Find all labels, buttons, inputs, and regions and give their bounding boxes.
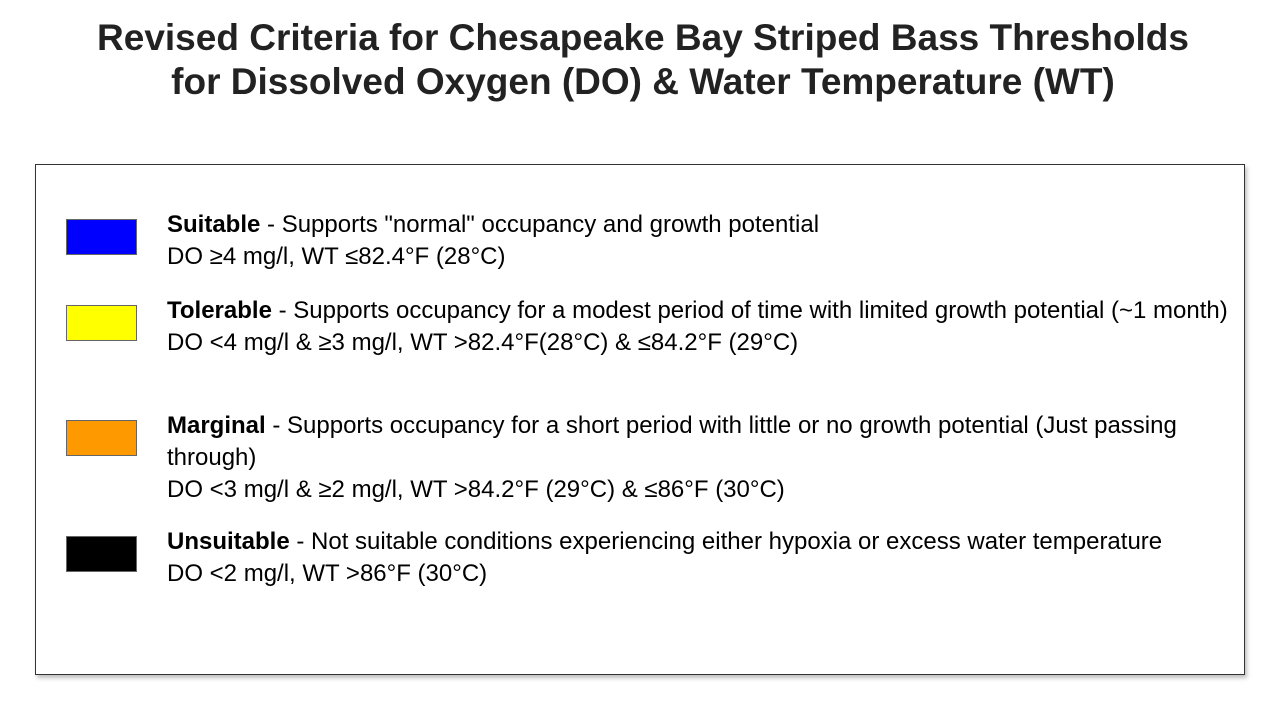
category-name: Marginal (167, 412, 266, 439)
color-swatch (66, 420, 137, 456)
category-criteria: DO <3 mg/l & ≥2 mg/l, WT >84.2°F (29°C) … (167, 476, 785, 503)
category-description: - Not suitable conditions experiencing e… (289, 528, 1163, 555)
legend-box: Suitable - Supports "normal" occupancy a… (35, 164, 1245, 675)
title-line-2: for Dissolved Oxygen (DO) & Water Temper… (171, 61, 1115, 102)
category-name: Suitable (167, 211, 261, 238)
category-criteria: DO <4 mg/l & ≥3 mg/l, WT >82.4°F(28°C) &… (167, 329, 799, 356)
category-criteria: DO <2 mg/l, WT >86°F (30°C) (167, 560, 488, 587)
category-description: - Supports "normal" occupancy and growth… (260, 211, 820, 238)
color-swatch (66, 219, 137, 255)
title-line-1: Revised Criteria for Chesapeake Bay Stri… (97, 17, 1189, 58)
category-name: Tolerable (167, 297, 272, 324)
page-title: Revised Criteria for Chesapeake Bay Stri… (0, 16, 1286, 104)
color-swatch (66, 536, 137, 572)
category-name: Unsuitable (167, 528, 290, 555)
category-description: - Supports occupancy for a modest period… (271, 297, 1228, 324)
category-description: - Supports occupancy for a short period … (167, 412, 1177, 471)
color-swatch (66, 305, 137, 341)
category-criteria: DO ≥4 mg/l, WT ≤82.4°F (28°C) (167, 243, 506, 270)
